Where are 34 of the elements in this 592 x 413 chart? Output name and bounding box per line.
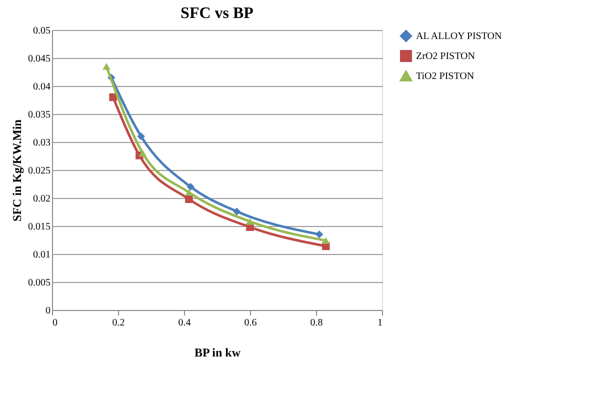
legend-label: AL ALLOY PISTON	[416, 31, 502, 42]
point	[138, 150, 147, 157]
y-tick-label: 0.01	[33, 250, 50, 260]
y-tick-label: 0.045	[28, 54, 50, 64]
point	[232, 208, 241, 216]
y-tick-label: 0.03	[33, 138, 50, 148]
y-tick-label: 0.015	[28, 222, 50, 232]
point	[185, 195, 193, 203]
point	[102, 63, 110, 70]
y-tick-label: 0.05	[33, 26, 50, 36]
point	[186, 182, 194, 191]
y-tick-label: 0	[46, 306, 50, 316]
point	[137, 132, 145, 140]
x-tick-label: 0	[52, 318, 58, 328]
point	[109, 93, 117, 102]
legend-label: TiO2 PISTON	[416, 71, 474, 82]
y-tick-label: 0.02	[33, 194, 50, 204]
y-tick-label: 0.005	[28, 278, 50, 288]
point	[246, 218, 254, 225]
chart-title: SFC vs BP	[180, 5, 254, 22]
legend-label: ZrO2 PISTON	[416, 51, 475, 62]
y-tick-label: 0.025	[28, 166, 50, 176]
x-tick-label: 0.6	[244, 318, 257, 328]
y-axis-title: SFC in Kg/KW.Min	[10, 119, 24, 222]
point	[185, 189, 193, 196]
y-tick-label: 0.04	[33, 82, 50, 92]
x-tick-label: 1	[378, 318, 382, 328]
point	[322, 237, 330, 244]
point	[315, 230, 324, 238]
x-tick-label: 0.8	[310, 318, 323, 328]
y-tick-label: 0.035	[28, 110, 50, 120]
x-tick-label: 0.2	[112, 318, 125, 328]
x-tick-label: 0.4	[178, 318, 191, 328]
x-axis-title: BP in kw	[194, 346, 241, 360]
